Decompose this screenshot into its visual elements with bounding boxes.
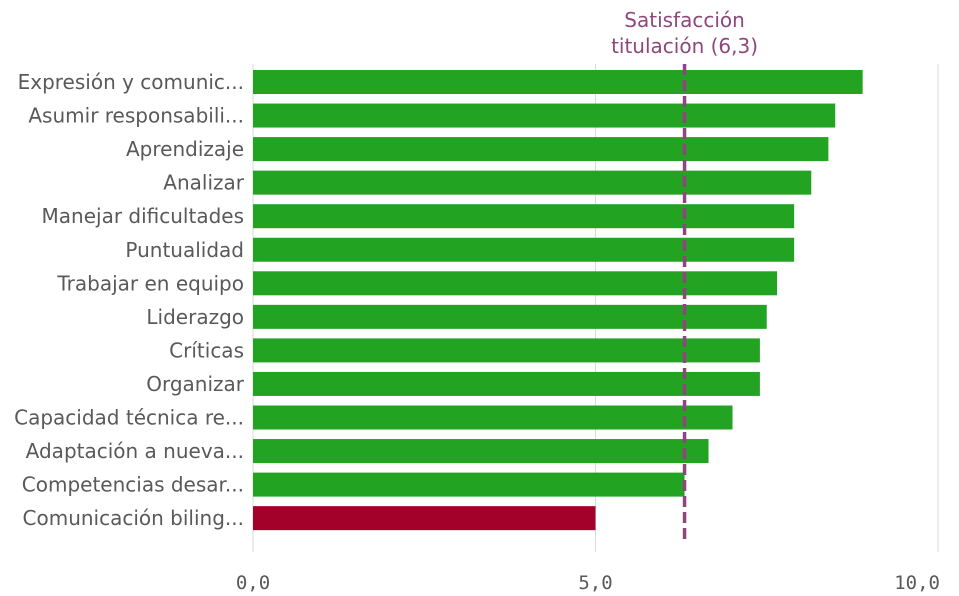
bar-7 xyxy=(253,304,767,329)
category-label-3: Analizar xyxy=(163,171,244,195)
category-label-4: Manejar dificultades xyxy=(42,204,244,228)
bar-3 xyxy=(253,170,812,195)
bar-5 xyxy=(253,237,795,262)
bar-layer xyxy=(253,70,863,531)
category-label-10: Capacidad técnica re... xyxy=(14,406,244,430)
category-label-9: Organizar xyxy=(146,372,245,396)
category-label-layer: Expresión y comunic... Asumir responsabil… xyxy=(14,70,245,530)
bar-11 xyxy=(253,439,709,464)
x-tick-label-2: 10,0 xyxy=(894,572,940,594)
bar-10 xyxy=(253,405,733,430)
bar-8 xyxy=(253,338,760,363)
bar-12 xyxy=(253,472,685,497)
bar-2 xyxy=(253,137,829,162)
category-label-5: Puntualidad xyxy=(125,238,244,262)
x-axis: 0,0 5,0 10,0 xyxy=(236,542,940,594)
category-label-6: Trabajar en equipo xyxy=(56,271,244,295)
bar-13 xyxy=(253,506,596,531)
category-label-12: Competencias desar... xyxy=(22,473,244,497)
category-label-11: Adaptación a nueva... xyxy=(26,439,244,463)
bar-4 xyxy=(253,204,795,229)
grid-layer xyxy=(252,64,939,542)
category-label-2: Aprendizaje xyxy=(126,137,244,161)
category-label-7: Liderazgo xyxy=(146,305,244,329)
category-label-8: Críticas xyxy=(169,338,244,362)
category-label-0: Expresión y comunic... xyxy=(18,70,244,94)
x-tick-label-1: 5,0 xyxy=(578,572,612,594)
x-tick-label-0: 0,0 xyxy=(236,572,270,594)
bar-6 xyxy=(253,271,778,296)
bar-1 xyxy=(253,103,836,128)
bar-0 xyxy=(253,70,863,94)
reference-label-line1: Satisfacción xyxy=(624,8,745,32)
bar-9 xyxy=(253,371,760,396)
category-label-1: Asumir responsabili... xyxy=(28,104,244,128)
category-label-13: Comunicación biling... xyxy=(23,506,244,530)
reference-label-line2: titulación (6,3) xyxy=(611,34,758,58)
